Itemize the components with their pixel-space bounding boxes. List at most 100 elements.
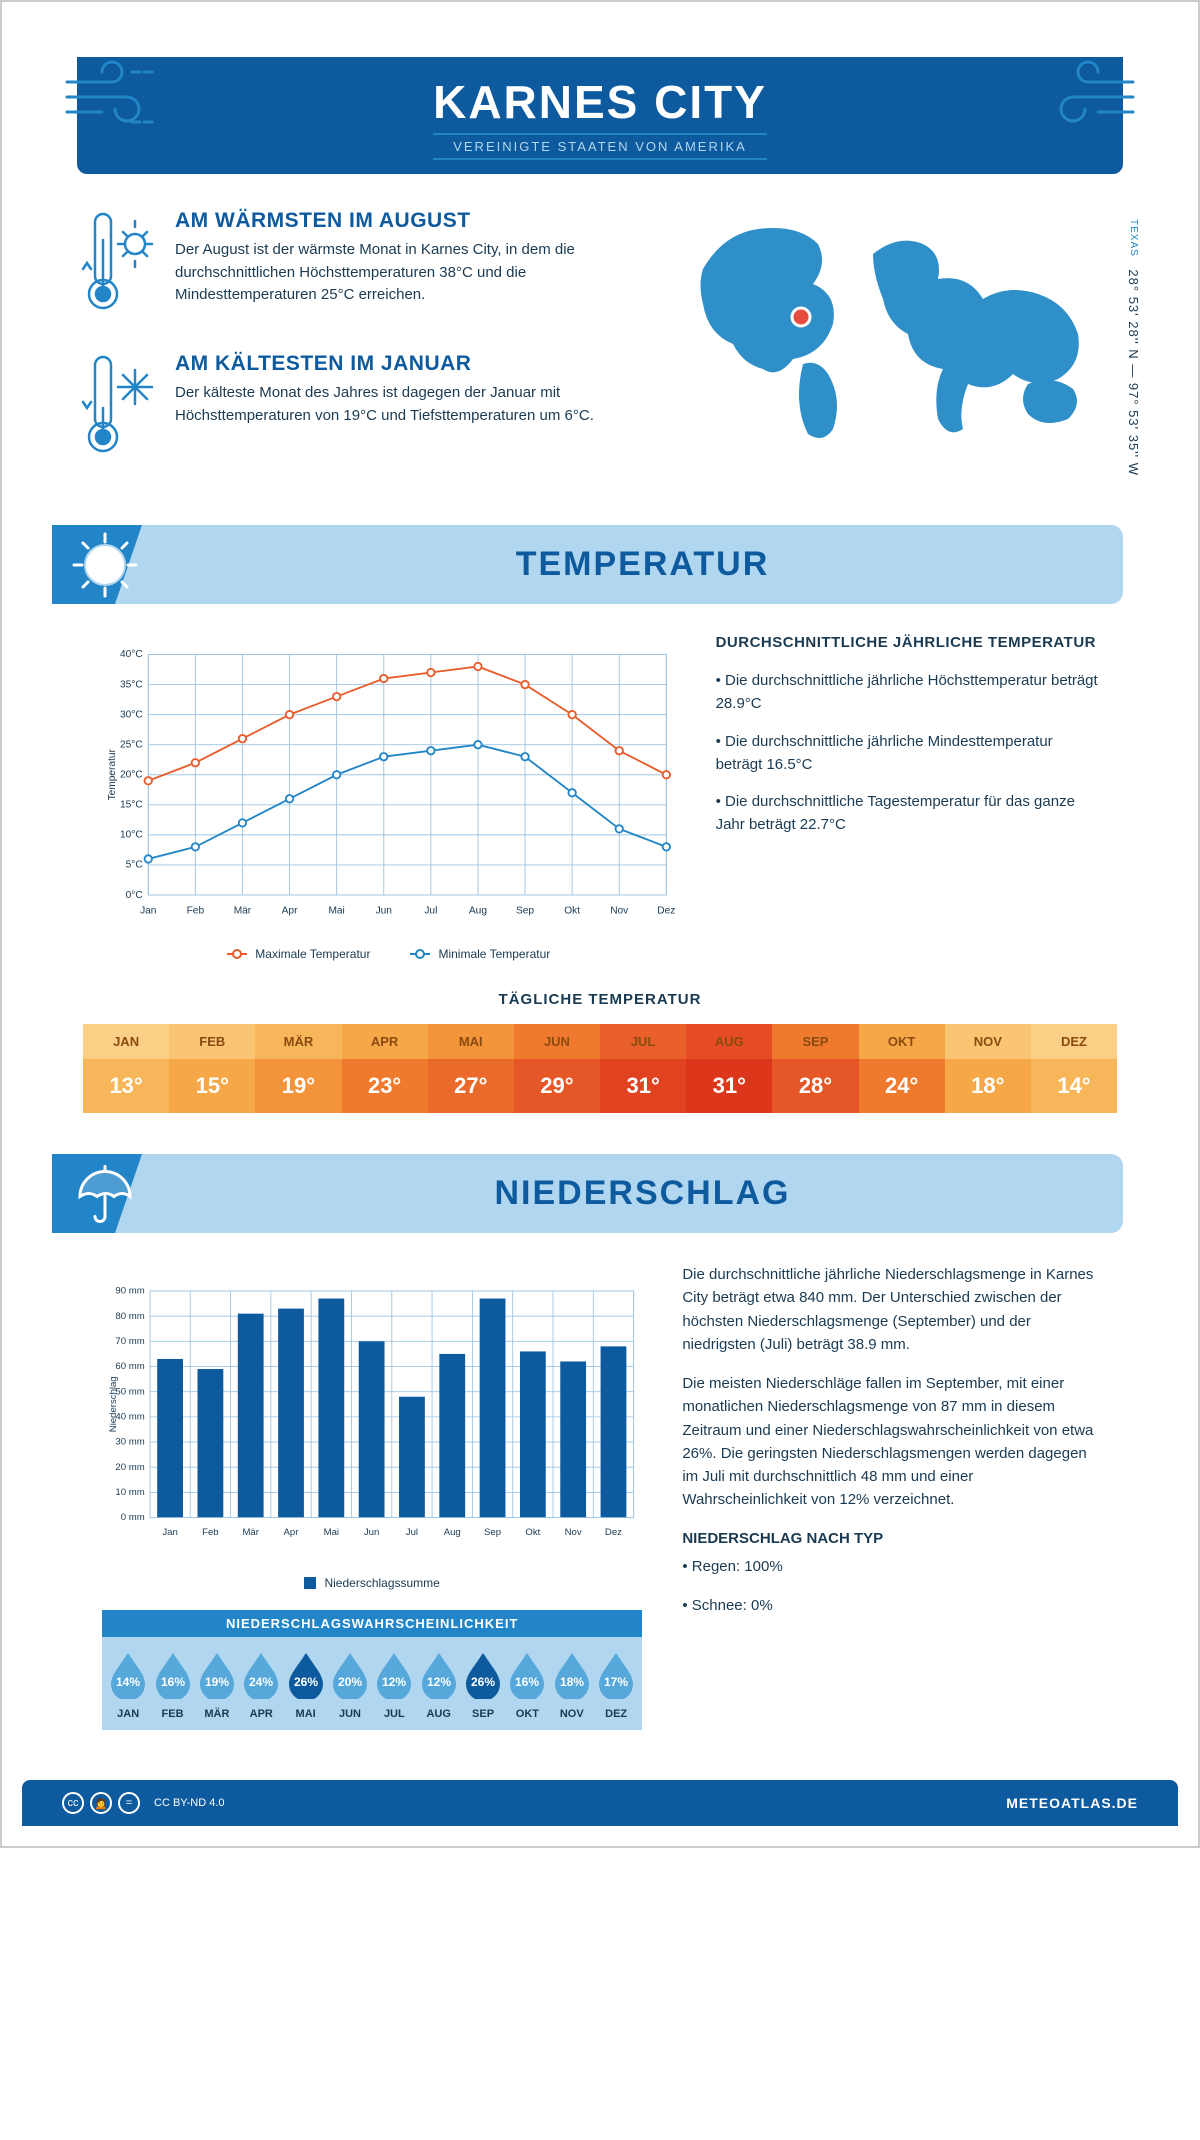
svg-text:Mai: Mai: [328, 906, 344, 917]
svg-text:10 mm: 10 mm: [115, 1487, 144, 1498]
warm-text: Der August ist der wärmste Monat in Karn…: [175, 239, 643, 307]
prob-cell: 17% DEZ: [594, 1649, 638, 1720]
svg-text:Feb: Feb: [202, 1527, 219, 1538]
precipitation-summary: Die durchschnittliche jährliche Niedersc…: [682, 1263, 1098, 1730]
svg-text:Mär: Mär: [242, 1527, 259, 1538]
daily-temp-title: TÄGLICHE TEMPERATUR: [52, 991, 1148, 1008]
svg-text:12%: 12%: [427, 1675, 451, 1689]
precipitation-bar-chart: 0 mm10 mm20 mm30 mm40 mm50 mm60 mm70 mm8…: [102, 1263, 642, 1590]
svg-text:Jan: Jan: [162, 1527, 177, 1538]
daily-temp-cell: MAI 27°: [428, 1024, 514, 1113]
temperature-summary: DURCHSCHNITTLICHE JÄHRLICHE TEMPERATUR •…: [716, 634, 1098, 961]
svg-text:30 mm: 30 mm: [115, 1437, 144, 1448]
svg-text:Okt: Okt: [564, 906, 580, 917]
license-badge: cc 🙍 = CC BY-ND 4.0: [62, 1792, 225, 1814]
coords-label: 28° 53' 28'' N — 97° 53' 35'' W: [1126, 269, 1141, 476]
daily-temp-cell: JUN 29°: [514, 1024, 600, 1113]
svg-text:Apr: Apr: [282, 906, 298, 917]
nd-icon: =: [118, 1792, 140, 1814]
city-title: KARNES CITY: [77, 75, 1123, 129]
svg-text:60 mm: 60 mm: [115, 1361, 144, 1372]
temp-bullet: • Die durchschnittliche Tagestemperatur …: [716, 790, 1098, 837]
brand-label: METEOATLAS.DE: [1006, 1795, 1138, 1811]
svg-text:Aug: Aug: [469, 906, 487, 917]
svg-text:Sep: Sep: [516, 906, 534, 917]
svg-text:15°C: 15°C: [120, 800, 143, 811]
precip-type-item: • Schnee: 0%: [682, 1594, 1098, 1617]
svg-text:12%: 12%: [382, 1675, 406, 1689]
svg-text:30°C: 30°C: [120, 709, 143, 720]
svg-text:80 mm: 80 mm: [115, 1311, 144, 1322]
svg-text:16%: 16%: [515, 1675, 539, 1689]
warm-title: AM WÄRMSTEN IM AUGUST: [175, 209, 643, 233]
wind-icon: [1018, 47, 1138, 137]
cc-icon: cc: [62, 1792, 84, 1814]
precipitation-section-header: NIEDERSCHLAG: [52, 1154, 1123, 1233]
daily-temp-cell: AUG 31°: [686, 1024, 772, 1113]
svg-text:70 mm: 70 mm: [115, 1336, 144, 1347]
temperature-section-header: TEMPERATUR: [52, 525, 1123, 604]
precip-probability-strip: 14% JAN 16% FEB 19% MÄR 24% APR: [102, 1637, 642, 1730]
svg-text:40°C: 40°C: [120, 649, 143, 660]
svg-text:Jun: Jun: [376, 906, 392, 917]
prob-cell: 12% AUG: [417, 1649, 461, 1720]
cold-title: AM KÄLTESTEN IM JANUAR: [175, 352, 643, 376]
daily-temp-cell: FEB 15°: [169, 1024, 255, 1113]
svg-text:Apr: Apr: [284, 1527, 300, 1538]
prob-cell: 20% JUN: [328, 1649, 372, 1720]
svg-text:0 mm: 0 mm: [121, 1512, 145, 1523]
svg-text:20 mm: 20 mm: [115, 1462, 144, 1473]
prob-cell: 16% OKT: [505, 1649, 549, 1720]
daily-temp-cell: NOV 18°: [945, 1024, 1031, 1113]
svg-text:Dez: Dez: [605, 1527, 622, 1538]
svg-text:19%: 19%: [205, 1675, 229, 1689]
temp-bullet: • Die durchschnittliche jährliche Mindes…: [716, 730, 1098, 777]
svg-text:Jul: Jul: [406, 1527, 418, 1538]
svg-text:18%: 18%: [560, 1675, 584, 1689]
by-icon: 🙍: [90, 1792, 112, 1814]
svg-text:Okt: Okt: [525, 1527, 540, 1538]
world-map: TEXAS 28° 53' 28'' N — 97° 53' 35'' W: [683, 209, 1123, 495]
svg-text:16%: 16%: [161, 1675, 185, 1689]
intro-section: AM WÄRMSTEN IM AUGUST Der August ist der…: [77, 209, 1123, 495]
prob-cell: 18% NOV: [550, 1649, 594, 1720]
daily-temp-cell: JUL 31°: [600, 1024, 686, 1113]
warmest-block: AM WÄRMSTEN IM AUGUST Der August ist der…: [77, 209, 643, 324]
temperature-title: TEMPERATUR: [162, 545, 1123, 584]
svg-text:10°C: 10°C: [120, 830, 143, 841]
svg-text:Feb: Feb: [187, 906, 205, 917]
prob-cell: 12% JUL: [372, 1649, 416, 1720]
precip-probability-title: NIEDERSCHLAGSWAHRSCHEINLICHKEIT: [102, 1610, 642, 1637]
svg-text:Nov: Nov: [610, 906, 629, 917]
svg-text:26%: 26%: [471, 1675, 495, 1689]
daily-temp-cell: MÄR 19°: [255, 1024, 341, 1113]
svg-text:Mär: Mär: [234, 906, 252, 917]
svg-text:Aug: Aug: [444, 1527, 461, 1538]
svg-text:24%: 24%: [249, 1675, 273, 1689]
page-header: KARNES CITY VEREINIGTE STAATEN VON AMERI…: [77, 57, 1123, 174]
precipitation-title: NIEDERSCHLAG: [162, 1174, 1123, 1213]
svg-text:Niederschlag: Niederschlag: [108, 1376, 119, 1432]
daily-temperature-strip: JAN 13° FEB 15° MÄR 19° APR 23° MAI 27° …: [82, 1023, 1118, 1114]
svg-text:Temperatur: Temperatur: [107, 748, 118, 800]
svg-text:17%: 17%: [604, 1675, 628, 1689]
svg-text:Jan: Jan: [140, 906, 156, 917]
svg-text:90 mm: 90 mm: [115, 1286, 144, 1297]
thermometer-hot-icon: [77, 209, 157, 319]
svg-text:35°C: 35°C: [120, 679, 143, 690]
state-label: TEXAS: [1128, 219, 1139, 257]
prob-cell: 26% SEP: [461, 1649, 505, 1720]
svg-text:40 mm: 40 mm: [115, 1411, 144, 1422]
daily-temp-cell: APR 23°: [342, 1024, 428, 1113]
prob-cell: 16% FEB: [150, 1649, 194, 1720]
daily-temp-cell: DEZ 14°: [1031, 1024, 1117, 1113]
temperature-line-chart: 0°C5°C10°C15°C20°C25°C30°C35°C40°CJanFeb…: [102, 634, 676, 961]
precip-type-item: • Regen: 100%: [682, 1555, 1098, 1578]
svg-text:26%: 26%: [294, 1675, 318, 1689]
country-subtitle: VEREINIGTE STAATEN VON AMERIKA: [433, 133, 767, 160]
cold-text: Der kälteste Monat des Jahres ist dagege…: [175, 382, 643, 427]
prob-cell: 24% APR: [239, 1649, 283, 1720]
svg-text:Jul: Jul: [424, 906, 437, 917]
daily-temp-cell: JAN 13°: [83, 1024, 169, 1113]
prob-cell: 26% MAI: [283, 1649, 327, 1720]
